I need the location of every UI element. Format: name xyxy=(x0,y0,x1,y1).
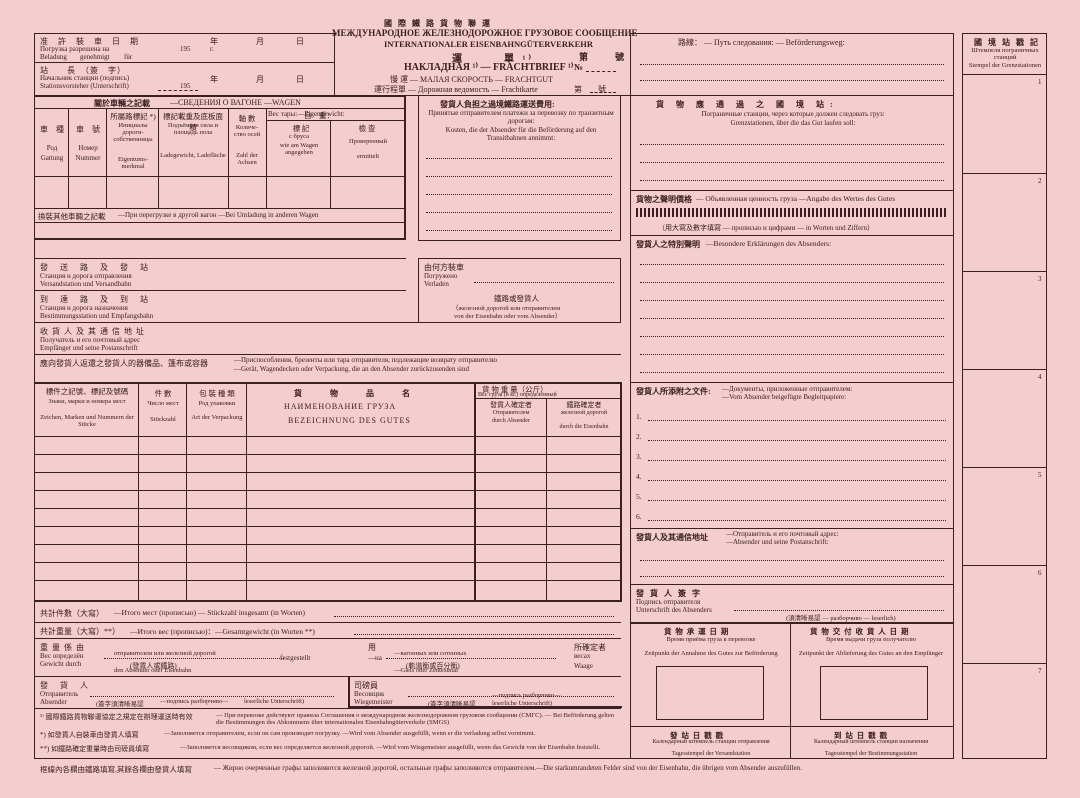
title-de: INTERNATIONALER EISENBAHNGÜTERVERKEHR xyxy=(384,39,593,49)
bottom-note-ru: — Жирно очерченные графы заполняются жел… xyxy=(214,764,802,772)
no-ru: № xyxy=(574,62,583,72)
frachtbrief-form: 國 際 鐵 路 貨 物 聯 運 МЕЖДУНАРОДНОЕ ЖЕЛЕЗНОДОР… xyxy=(34,18,1046,778)
title-ru: МЕЖДУНАРОДНОЕ ЖЕЛЕЗНОДОРОЖНОЕ ГРУЗОВОЕ С… xyxy=(332,28,638,38)
no2: 第 號 xyxy=(574,84,606,95)
no-cn: 第 號 xyxy=(579,50,624,63)
bottom-note-cn: 框線內各欄由鐵路填寫,其餘各欄由發貨人填寫 xyxy=(40,764,192,775)
route-label: 路線： — Путь следования: — Beförderungsweg… xyxy=(678,37,845,48)
line2: 運行程單 — Дорожная ведомость — Frachtkarte xyxy=(374,84,538,95)
arrival-stamp-box xyxy=(820,666,928,720)
departure-stamp-box xyxy=(656,666,764,720)
border-stations-cn: 貨 物 應 通 過 之 國 境 站 : xyxy=(656,99,835,110)
subtitle-ru: НАКЛАДНАЯ ¹⁾ — FRACHTBRIEF ¹⁾ xyxy=(404,62,573,73)
